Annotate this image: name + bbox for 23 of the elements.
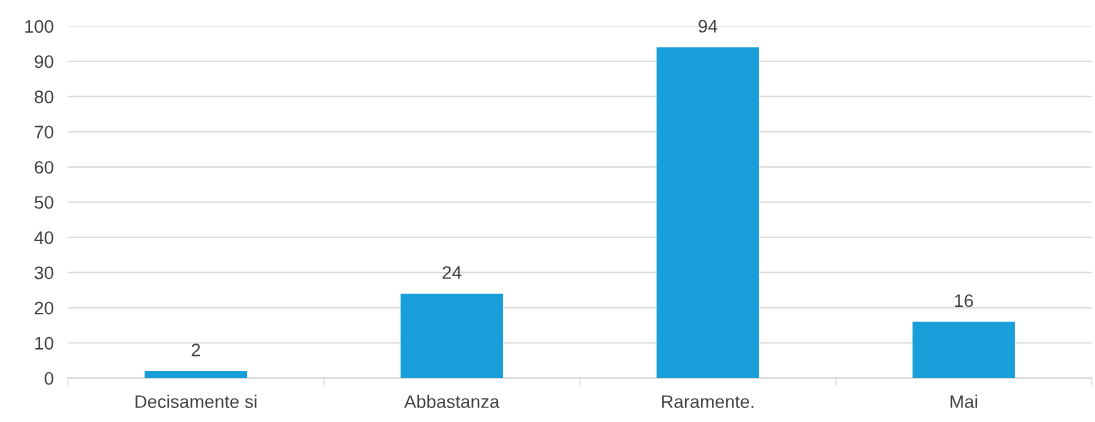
data-label: 16 [955, 294, 973, 308]
y-tick-label: 80 [34, 90, 54, 104]
y-tick-label: 90 [34, 55, 54, 69]
y-tick-label: 0 [44, 372, 54, 385]
y-tick-label: 30 [34, 266, 54, 280]
y-tick-label: 60 [34, 160, 54, 174]
x-tick-label: Mai [950, 394, 978, 409]
bar [400, 293, 504, 379]
bar [912, 321, 1015, 379]
data-label: 2 [191, 343, 200, 357]
x-tick-label: Abbastanza [404, 394, 500, 409]
y-tick-label: 20 [34, 301, 54, 315]
y-tick-label: 70 [34, 125, 54, 139]
y-tick-label: 100 [25, 20, 54, 33]
bar [656, 47, 759, 379]
data-label: 24 [442, 266, 462, 279]
x-tick-label: Decisamente si [135, 394, 257, 409]
y-tick-label: 10 [35, 336, 54, 350]
y-tick-label: 40 [34, 231, 54, 245]
y-tick-label: 50 [34, 196, 54, 209]
bar [144, 371, 248, 379]
data-label: 94 [698, 19, 718, 33]
x-tick-label: Raramente. [662, 395, 754, 409]
